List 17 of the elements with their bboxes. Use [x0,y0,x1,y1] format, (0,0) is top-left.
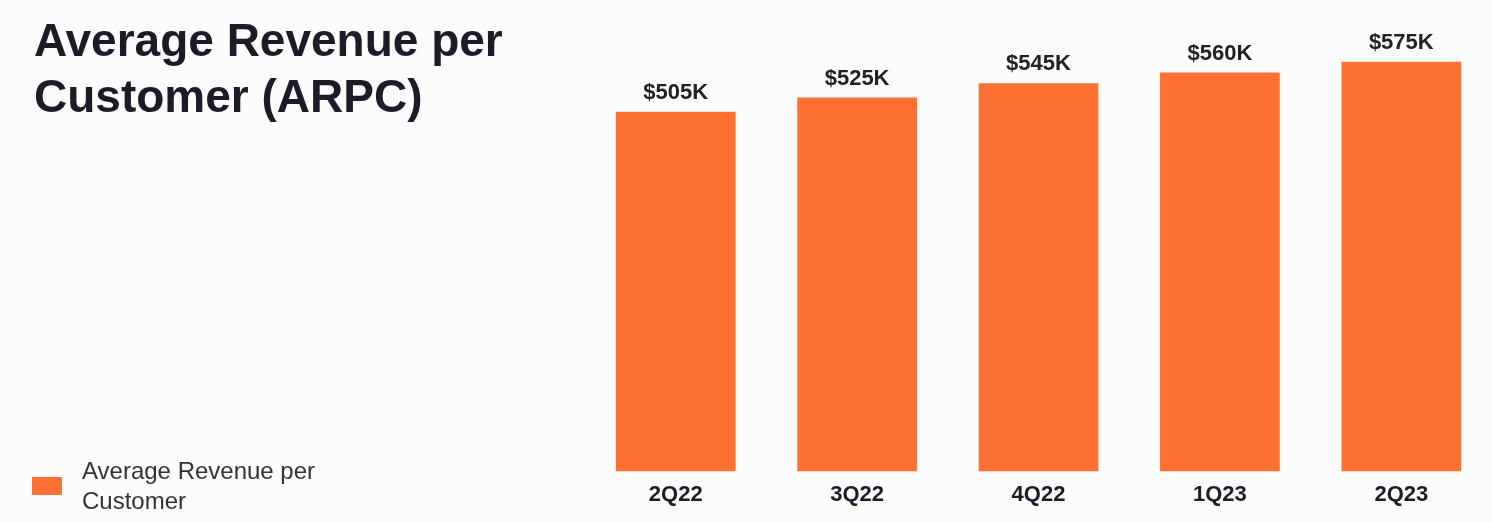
x-tick-label: 2Q23 [1374,480,1429,506]
x-tick-label: 4Q22 [1011,480,1066,506]
data-label: $525K [824,64,890,90]
bar [1160,72,1280,472]
data-label: $505K [643,78,709,104]
x-tick-label: 1Q23 [1192,480,1247,506]
data-label: $575K [1368,28,1434,54]
chart-title: Average Revenue per Customer (ARPC) [34,13,504,124]
bar [615,111,736,472]
bar [797,97,917,472]
legend-label: Average Revenue per Customer [82,456,317,516]
data-label: $545K [1006,50,1072,76]
bar [978,83,1099,472]
bar [1341,61,1462,472]
data-label: $560K [1187,39,1253,65]
x-tick-label: 3Q22 [830,480,885,506]
x-tick-label: 2Q22 [648,480,703,506]
